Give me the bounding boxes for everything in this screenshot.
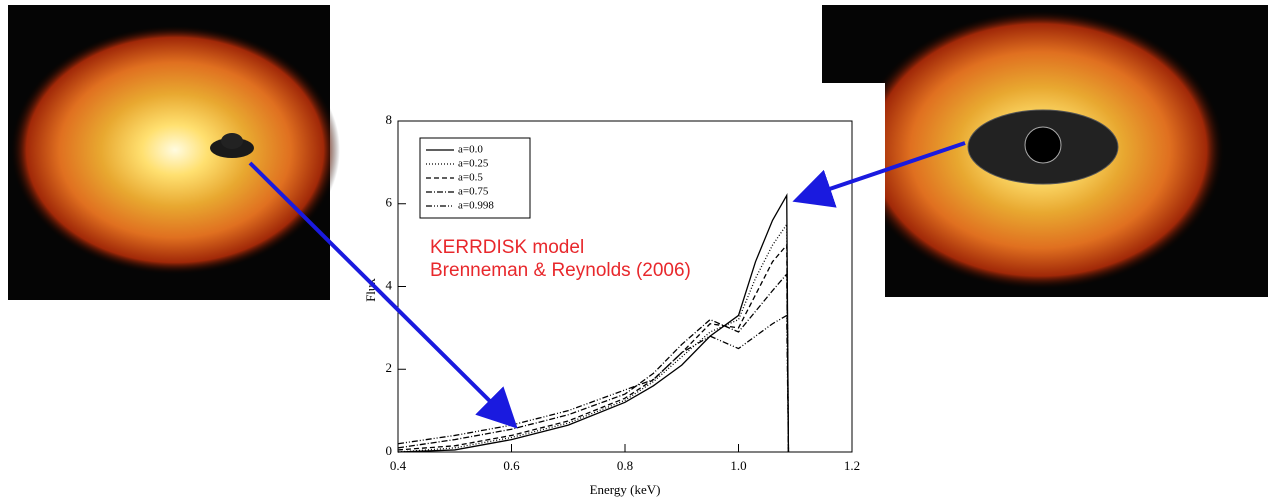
legend-label: a=0.5 <box>458 172 483 184</box>
x-tick-label: 1.2 <box>844 458 860 473</box>
series-line <box>397 193 790 453</box>
legend-label: a=0.998 <box>458 200 494 212</box>
y-tick-label: 8 <box>386 112 393 127</box>
annotation: KERRDISK model <box>430 237 584 258</box>
x-tick-label: 1.0 <box>730 458 746 473</box>
series-line <box>397 243 790 453</box>
arrows <box>248 141 966 429</box>
legend-label: a=0.25 <box>458 158 489 170</box>
chart: KERRDISK model Brenneman & Reynolds (200… <box>363 112 860 497</box>
x-tick-label: 0.4 <box>390 458 407 473</box>
legend-label: a=0.0 <box>458 144 483 156</box>
legend-label: a=0.75 <box>458 186 489 198</box>
arrow <box>248 161 518 429</box>
x-axis-label: Energy (keV) <box>590 482 661 497</box>
left-illustration <box>8 5 340 300</box>
arrow <box>792 141 966 208</box>
series-line <box>397 272 790 453</box>
series-line <box>397 222 790 453</box>
y-tick-label: 0 <box>386 443 393 458</box>
y-tick-label: 6 <box>386 195 393 210</box>
x-tick-label: 0.8 <box>617 458 633 473</box>
x-tick-label: 0.6 <box>503 458 520 473</box>
y-tick-label: 4 <box>386 277 393 292</box>
right-illustration <box>822 5 1268 297</box>
annotation: Brenneman & Reynolds (2006) <box>430 260 691 281</box>
y-tick-label: 2 <box>386 360 393 375</box>
